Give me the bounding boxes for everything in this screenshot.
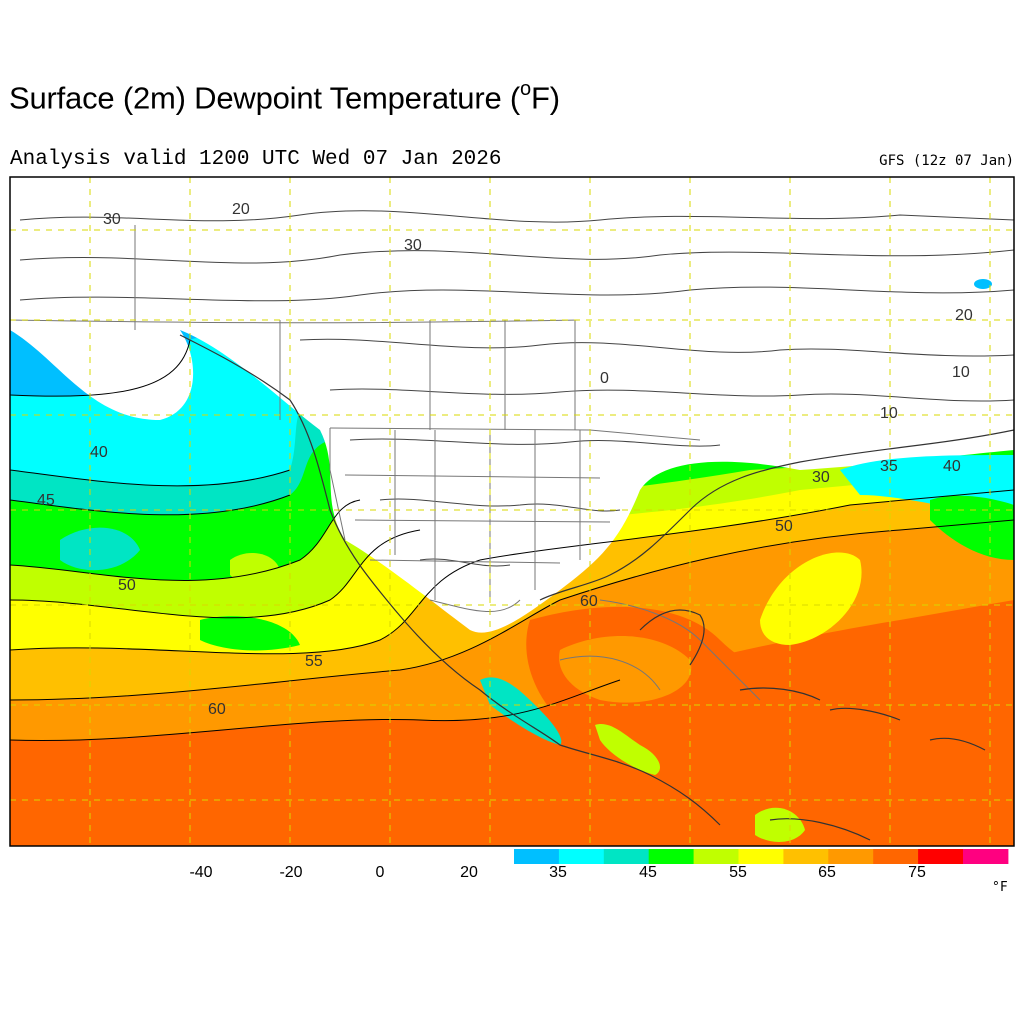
- colorbar-swatch: [963, 849, 1009, 864]
- contour-label: 50: [775, 518, 793, 535]
- colorbar-swatch: [603, 849, 650, 864]
- contour-label: 35: [880, 458, 898, 475]
- colorbar-label: -40: [189, 864, 213, 881]
- political-borders: [10, 225, 761, 701]
- contour-label: 10: [880, 405, 898, 422]
- colorbar-swatch: [873, 849, 919, 864]
- colorbar-swatch: [828, 849, 874, 864]
- contour-label: 55: [305, 653, 323, 670]
- model-run-label: GFS (12z 07 Jan): [879, 153, 1014, 169]
- chart-title: Surface (2m) Dewpoint Temperature (oF): [9, 78, 560, 116]
- contour-label: 50: [118, 577, 136, 594]
- colorbar-swatch: [783, 849, 829, 864]
- contour-label: 20: [232, 201, 250, 218]
- contour-label: 40: [90, 444, 108, 461]
- colorbar-swatch: [693, 849, 739, 864]
- contour-label: 45: [37, 492, 55, 509]
- colorbar-label: 75: [908, 864, 926, 881]
- colorbar-swatch: [558, 849, 605, 864]
- colorbar-label: 45: [639, 864, 657, 881]
- coastlines: [179, 334, 1014, 841]
- colorbar-unit: °F: [992, 880, 1008, 895]
- contour-label: 30: [404, 237, 422, 254]
- contour-labels: 30 20 30 20 10 0 10 40 45 50 55 60 35 40…: [37, 201, 973, 718]
- colorbar: [514, 849, 1009, 864]
- contour-label: 20: [955, 307, 973, 324]
- colorbar-label: -20: [279, 864, 303, 881]
- valid-time-subtitle: Analysis valid 1200 UTC Wed 07 Jan 2026: [10, 148, 502, 171]
- colorbar-swatch: [738, 849, 784, 864]
- colorbar-label: 35: [549, 864, 567, 881]
- map-frame: [9, 176, 1015, 847]
- lat-lon-grid: [10, 177, 1014, 846]
- colorbar-swatch: [918, 849, 964, 864]
- land-contours: [19, 210, 1014, 567]
- contour-label: 30: [812, 469, 830, 486]
- colorbar-label: 55: [729, 864, 747, 881]
- colorbar-swatch: [514, 849, 560, 864]
- dewpoint-contours: [10, 339, 1014, 742]
- contour-label: 60: [208, 701, 226, 718]
- dry-region: [10, 177, 1014, 633]
- contour-label: 60: [580, 593, 598, 610]
- colorbar-label: 20: [460, 864, 478, 881]
- colorbar-label: 65: [818, 864, 836, 881]
- colorbar-label: 0: [375, 864, 385, 881]
- colorbar-swatch: [648, 849, 695, 864]
- contour-label: 10: [952, 364, 970, 381]
- contour-label: 0: [600, 370, 609, 387]
- contour-label: 30: [103, 211, 121, 228]
- contour-label: 40: [943, 458, 961, 475]
